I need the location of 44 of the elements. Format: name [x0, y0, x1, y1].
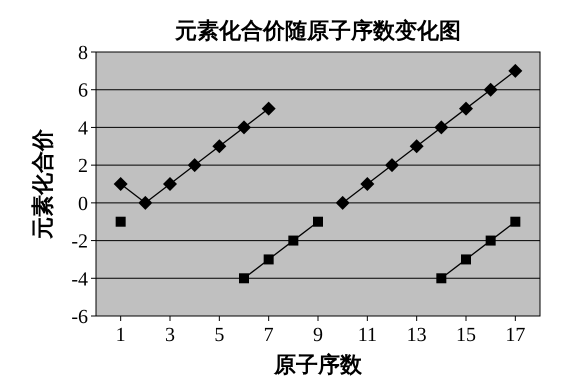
point — [262, 102, 276, 116]
point — [385, 158, 399, 172]
point — [360, 177, 374, 191]
point — [508, 64, 522, 78]
point — [116, 216, 126, 227]
x-tick-label: 15 — [456, 324, 476, 346]
y-tick-label: 4 — [78, 117, 88, 140]
point — [336, 196, 350, 210]
point — [163, 177, 177, 191]
x-tick-label: 13 — [406, 324, 427, 346]
x-tick-label: 1 — [116, 324, 126, 346]
point — [188, 158, 202, 172]
point — [288, 236, 298, 246]
y-tick-label: 2 — [78, 155, 88, 178]
point — [138, 196, 152, 210]
x-tick-label: 17 — [505, 324, 526, 346]
point — [313, 216, 323, 227]
point — [114, 177, 128, 191]
x-tick-label: 7 — [264, 324, 274, 346]
point — [237, 120, 251, 134]
x-tick-label: 9 — [313, 324, 323, 346]
x-tick-label: 11 — [358, 324, 377, 346]
point — [434, 120, 448, 134]
x-tick-label: 5 — [214, 324, 224, 346]
point — [459, 102, 473, 116]
point — [239, 273, 249, 284]
point — [436, 273, 446, 284]
point — [486, 236, 496, 246]
y-tick-label: 6 — [78, 80, 88, 102]
y-tick-label: 0 — [78, 192, 88, 215]
point — [461, 254, 471, 264]
point — [410, 139, 424, 154]
chart-title: 元素化合价随原子序数变化图 — [174, 18, 461, 43]
point — [264, 254, 274, 264]
y-tick-label: 8 — [78, 42, 88, 64]
point — [484, 82, 498, 97]
y-tick-label: -2 — [71, 230, 88, 253]
x-tick-label: 3 — [165, 324, 175, 346]
y-tick-label: -6 — [71, 306, 88, 328]
y-axis-title: 元素化合价 — [30, 128, 55, 240]
y-tick-label: -4 — [71, 268, 88, 290]
point — [510, 216, 520, 227]
x-axis-title: 原子序数 — [273, 352, 363, 377]
point — [212, 139, 226, 154]
